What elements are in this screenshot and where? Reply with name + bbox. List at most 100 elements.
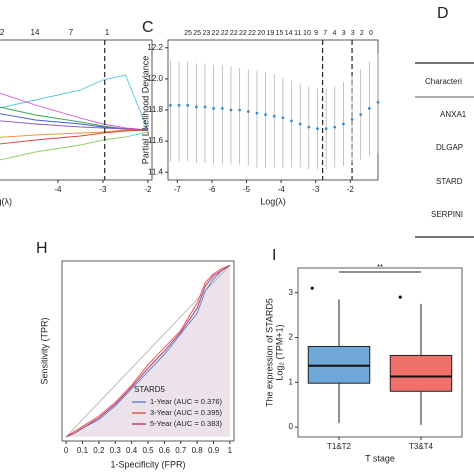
top-label: 2 <box>360 30 364 37</box>
panel-label: H <box>36 240 48 257</box>
panel-label: I <box>272 247 276 264</box>
top-tick-label: 1 <box>105 28 110 37</box>
x-tick-label: 0.6 <box>159 446 171 455</box>
top-label: 22 <box>221 30 229 37</box>
x-axis-label: 1-Specificity (FPR) <box>110 459 185 469</box>
point <box>212 107 216 110</box>
point <box>186 103 190 107</box>
x-tick-label: 0.3 <box>110 446 122 455</box>
point <box>238 108 242 112</box>
y-tick-label: 11.8 <box>148 105 164 114</box>
top-label: 11 <box>294 30 301 37</box>
coefficient-path <box>0 120 148 131</box>
x-tick-label: -7 <box>174 185 182 194</box>
point <box>307 125 311 129</box>
top-label: 9 <box>314 30 318 37</box>
table-cell: DLGAP <box>436 143 463 152</box>
x-tick-label: 0.2 <box>93 446 105 455</box>
top-label: 3 <box>342 30 346 37</box>
point <box>177 103 181 107</box>
x-tick-label: -4 <box>278 185 286 194</box>
outlier <box>310 286 314 290</box>
legend-title: STARD5 <box>134 385 166 394</box>
legend-label: 1-Year (AUC = 0.376) <box>150 397 223 406</box>
significance: ** <box>377 263 383 272</box>
x-axis-label: Log(λ) <box>260 196 286 206</box>
roc-area <box>66 265 230 437</box>
plot-frame <box>0 39 153 181</box>
panel-label: C <box>142 19 154 36</box>
top-label: 7 <box>323 30 327 37</box>
y-tick-label: 11.6 <box>148 136 164 145</box>
x-tick-label: -4 <box>54 185 62 194</box>
y-tick-label: 3 <box>289 288 294 297</box>
x-axis-label: Log(λ) <box>0 196 12 206</box>
point <box>290 119 293 123</box>
top-label: 22 <box>212 30 220 37</box>
y-axis-label: The expression of STARD5 <box>264 298 274 407</box>
x-tick-label: 0.5 <box>142 446 154 455</box>
top-tick-label: 14 <box>31 28 40 37</box>
plot-frame <box>167 39 379 181</box>
x-tick-label: -6 <box>208 185 216 194</box>
top-label: 20 <box>257 30 265 37</box>
x-tick-label: 0 <box>64 446 69 455</box>
x-axis-label: T stage <box>365 453 395 463</box>
y-axis-label: Log₂ (TPM+1) <box>274 324 284 380</box>
roc-curve <box>65 264 231 438</box>
top-label: 25 <box>193 30 201 37</box>
outlier <box>398 295 402 299</box>
x-tick-label: T3&T4 <box>409 442 434 451</box>
point <box>376 100 380 104</box>
point <box>264 113 267 117</box>
table-cell: STARD <box>436 177 463 186</box>
point <box>272 114 276 118</box>
coefficient-path <box>0 129 148 145</box>
coefficient-path <box>0 92 148 131</box>
y-tick-label: 2 <box>289 333 294 342</box>
top-label: 22 <box>248 30 256 37</box>
box <box>389 354 453 392</box>
top-tick-label: 7 <box>69 28 74 37</box>
x-tick-label: 0.7 <box>175 446 187 455</box>
roc-curve <box>65 264 231 438</box>
panel-label: D <box>437 5 449 22</box>
coefficient-path <box>0 74 149 131</box>
point <box>359 113 363 117</box>
top-label: 22 <box>230 30 238 37</box>
x-tick-label: -3 <box>312 185 320 194</box>
x-tick-label: -2 <box>347 185 355 194</box>
point <box>246 110 250 113</box>
legend-label: 3-Year (AUC = 0.395) <box>150 408 223 417</box>
table-cell: ANXA1 <box>440 110 467 119</box>
coefficient-path <box>0 131 149 161</box>
point <box>298 122 302 126</box>
point <box>367 107 371 110</box>
top-label: 25 <box>184 30 192 37</box>
point <box>316 127 319 131</box>
x-tick-label: -2 <box>144 185 152 194</box>
point <box>169 103 172 107</box>
top-label: 0 <box>369 30 373 37</box>
top-label: 4 <box>332 30 336 37</box>
point <box>350 117 354 121</box>
x-tick-label: 1 <box>228 446 233 455</box>
point <box>203 105 207 109</box>
x-tick-label: 0.9 <box>208 446 220 455</box>
x-tick-label: 0.1 <box>77 446 89 455</box>
top-label: 19 <box>266 30 274 37</box>
y-tick-label: 0 <box>289 422 294 431</box>
y-axis-label: Partial Likelihood Deviance <box>140 56 150 165</box>
x-tick-label: -5 <box>243 185 251 194</box>
point <box>342 122 345 126</box>
point <box>229 108 233 112</box>
point <box>255 111 259 115</box>
top-label: 10 <box>303 30 311 37</box>
top-label: 14 <box>285 30 293 37</box>
table-header: Characteri <box>425 77 462 86</box>
x-tick-label: -3 <box>99 185 107 194</box>
top-label: 22 <box>239 30 247 37</box>
top-label: 23 <box>202 30 210 37</box>
x-tick-label: 0.4 <box>126 446 138 455</box>
